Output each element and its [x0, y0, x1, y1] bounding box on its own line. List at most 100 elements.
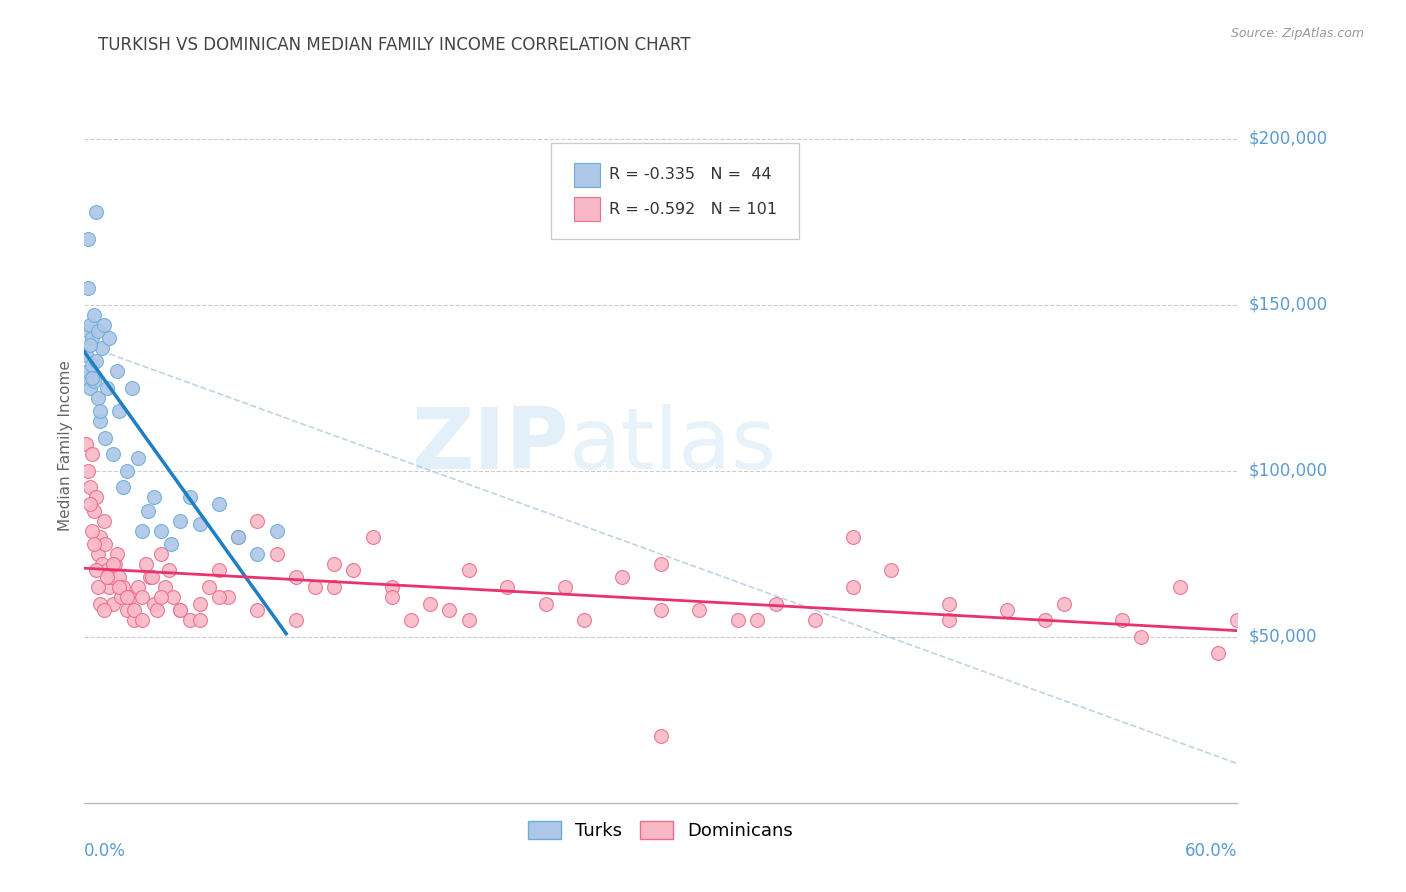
Point [108, 404, 131, 418]
Point [98, 580, 121, 594]
Point [79, 381, 101, 395]
Point [120, 590, 142, 604]
Point [121, 381, 143, 395]
Point [124, 603, 146, 617]
Point [94, 537, 117, 551]
Point [96, 564, 118, 578]
Point [103, 557, 124, 571]
Point [131, 524, 153, 538]
Point [188, 613, 211, 627]
Point [381, 580, 404, 594]
Text: 60.0%: 60.0% [1185, 842, 1237, 860]
Text: $100,000: $100,000 [1249, 462, 1327, 480]
Point [361, 530, 384, 544]
Point [650, 603, 672, 617]
Point [80, 524, 103, 538]
Point [115, 464, 138, 478]
Point [179, 491, 201, 505]
Point [89, 414, 111, 428]
Point [381, 590, 404, 604]
Point [115, 590, 138, 604]
Text: R = -0.335   N =  44: R = -0.335 N = 44 [609, 168, 772, 182]
Point [1053, 597, 1076, 611]
Point [90, 557, 112, 571]
Point [246, 603, 269, 617]
Point [572, 613, 595, 627]
Point [115, 603, 138, 617]
Point [880, 564, 903, 578]
Point [153, 580, 176, 594]
Point [141, 570, 163, 584]
Point [169, 603, 191, 617]
Point [745, 613, 768, 627]
Point [226, 530, 249, 544]
Y-axis label: Median Family Income: Median Family Income [58, 360, 73, 532]
Point [169, 514, 191, 528]
Point [80, 447, 103, 461]
Point [89, 530, 111, 544]
Legend: Turks, Dominicans: Turks, Dominicans [522, 814, 800, 847]
Text: ZIP: ZIP [411, 404, 568, 488]
Point [84, 354, 107, 368]
Point [84, 205, 107, 219]
Point [138, 570, 160, 584]
Point [650, 730, 672, 744]
Point [77, 281, 100, 295]
Point [162, 590, 184, 604]
Point [136, 504, 159, 518]
Point [90, 341, 112, 355]
Point [83, 504, 105, 518]
Point [79, 338, 101, 352]
Point [1033, 613, 1056, 627]
Point [111, 580, 134, 594]
Point [135, 557, 157, 571]
Point [554, 580, 576, 594]
Point [105, 547, 128, 561]
Point [1111, 613, 1133, 627]
Point [142, 597, 165, 611]
Point [266, 524, 288, 538]
Text: atlas: atlas [568, 404, 776, 488]
Point [79, 318, 101, 332]
Point [84, 491, 107, 505]
Point [93, 603, 115, 617]
Point [150, 524, 173, 538]
Point [98, 331, 121, 345]
Point [77, 325, 100, 339]
Point [89, 404, 111, 418]
Point [198, 580, 221, 594]
Point [995, 603, 1018, 617]
Text: $200,000: $200,000 [1249, 130, 1327, 148]
Point [127, 450, 149, 465]
Point [80, 371, 103, 385]
Point [419, 597, 441, 611]
Point [89, 597, 111, 611]
Point [284, 613, 307, 627]
Point [105, 364, 128, 378]
Point [179, 613, 201, 627]
Point [131, 590, 153, 604]
Point [342, 564, 364, 578]
Point [727, 613, 749, 627]
Point [77, 364, 100, 378]
Point [842, 530, 865, 544]
Point [96, 381, 118, 395]
Point [110, 590, 132, 604]
Point [75, 348, 97, 362]
Point [96, 570, 118, 584]
Point [1130, 630, 1153, 644]
Point [803, 613, 825, 627]
Point [188, 597, 211, 611]
Point [323, 557, 346, 571]
Point [457, 564, 479, 578]
Point [208, 497, 231, 511]
Point [1226, 613, 1249, 627]
Point [77, 464, 100, 478]
Point [83, 374, 105, 388]
Point [938, 597, 960, 611]
Point [208, 564, 231, 578]
Point [266, 547, 288, 561]
Point [108, 570, 131, 584]
Point [1206, 647, 1229, 661]
Text: $50,000: $50,000 [1249, 628, 1317, 646]
